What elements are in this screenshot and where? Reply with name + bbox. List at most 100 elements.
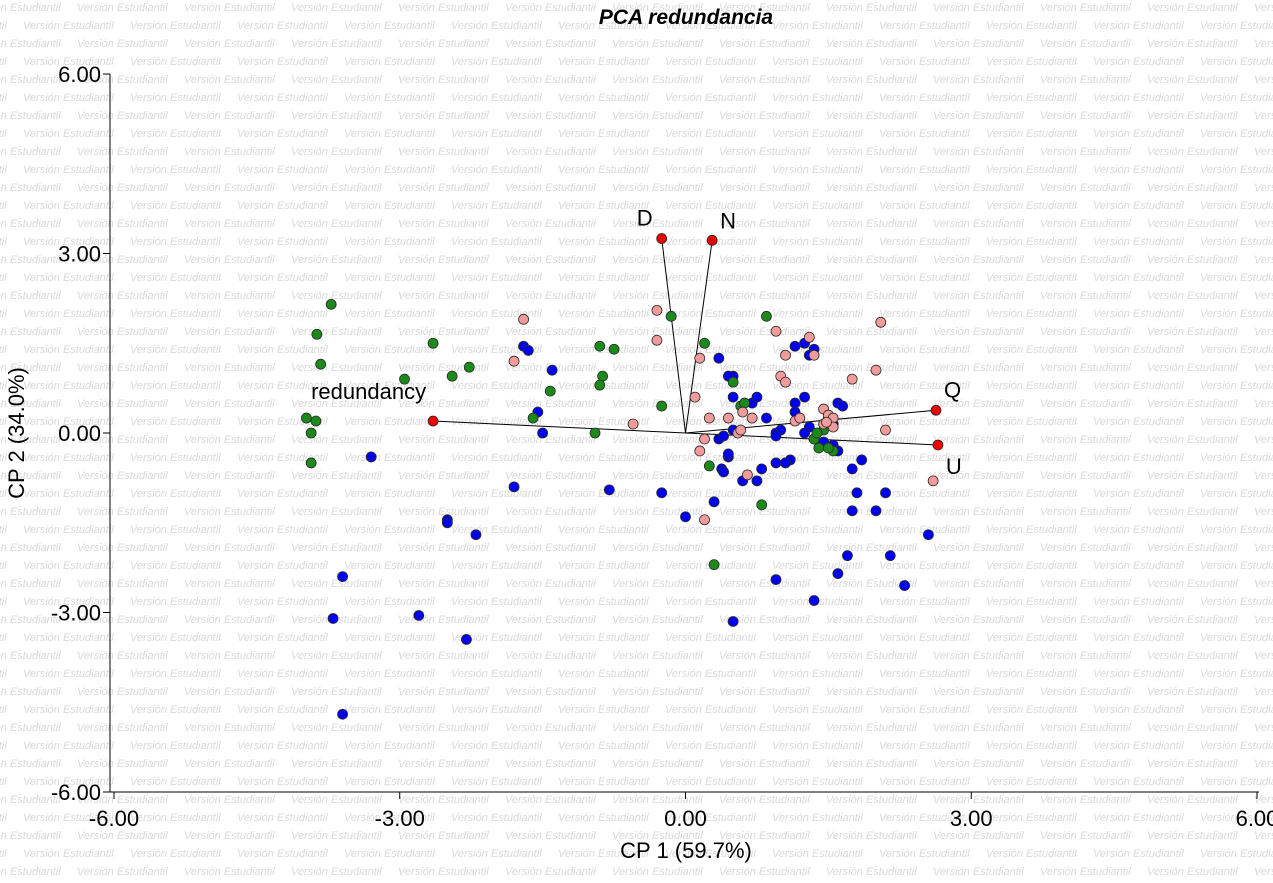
watermark-text: Versión Estudiantil	[291, 722, 382, 734]
watermark-text: Versión Estudiantil	[612, 290, 703, 302]
watermark-text: Versión Estudiantil	[344, 812, 435, 824]
watermark-text: Versión Estudiantil	[879, 668, 970, 680]
watermark-text: Versión Estudiantil	[184, 722, 275, 734]
watermark-text: Versión Estudiantil	[1147, 758, 1238, 770]
watermark-text: Versión Estudiantil	[344, 236, 435, 248]
watermark-text: Versión Estudiantil	[77, 686, 168, 698]
watermark-text: Versión Estudiantil	[1040, 74, 1131, 86]
watermark-text: Versión Estudiantil	[879, 236, 970, 248]
watermark-text: Versión Estudiantil	[986, 812, 1077, 824]
watermark-text: Versión Estudiantil	[451, 560, 542, 572]
watermark-text: Versión Estudiantil	[1254, 722, 1273, 734]
watermark-text: Versión Estudiantil	[879, 380, 970, 392]
point-pink	[699, 433, 710, 445]
y-axis-title: CP 2 (34.0%)	[4, 367, 29, 499]
watermark-text: Versión Estudiantil	[879, 560, 970, 572]
watermark-text: Versión Estudiantil	[23, 92, 114, 104]
watermark-text: Versión Estudiantil	[77, 398, 168, 410]
point-blue	[846, 463, 858, 475]
watermark-text: Versión Estudiantil	[23, 128, 114, 140]
watermark-text: Versión Estudiantil	[1200, 20, 1273, 32]
watermark-text: Versión Estudiantil	[398, 362, 489, 374]
watermark-text: Versión Estudiantil	[237, 164, 328, 176]
watermark-text: Versión Estudiantil	[558, 704, 649, 716]
watermark-text: Versión Estudiantil	[612, 614, 703, 626]
watermark-text: Versión Estudiantil	[772, 668, 863, 680]
watermark-text: Versión Estudiantil	[772, 164, 863, 176]
watermark-text: Versión Estudiantil	[0, 38, 61, 50]
watermark-text: Versión Estudiantil	[398, 830, 489, 842]
watermark-text: Versión Estudiantil	[184, 794, 275, 806]
watermark-text: Versión Estudiantil	[237, 128, 328, 140]
point-pink	[518, 313, 529, 325]
watermark-text: Versión Estudiantil	[1254, 542, 1273, 554]
watermark-text: Versión Estudiantil	[23, 452, 114, 464]
watermark-text: Versión Estudiantil	[184, 74, 275, 86]
watermark-text: Versión Estudiantil	[237, 20, 328, 32]
watermark-text: Versión Estudiantil	[558, 128, 649, 140]
watermark-text: Versión Estudiantil	[1147, 722, 1238, 734]
watermark-text: Versión Estudiantil	[719, 146, 810, 158]
watermark-text: Versión Estudiantil	[1200, 632, 1273, 644]
watermark-text: Versión Estudiantil	[23, 848, 114, 860]
watermark-text: Versión Estudiantil	[1093, 704, 1184, 716]
watermark-text: Versión Estudiantil	[612, 2, 703, 14]
point-pink	[627, 418, 639, 430]
watermark-text: Versión Estudiantil	[933, 722, 1024, 734]
watermark-text: Versión Estudiantil	[1040, 470, 1131, 482]
watermark-text: Versión Estudiantil	[933, 110, 1024, 122]
watermark-text: Versión Estudiantil	[184, 146, 275, 158]
point-blue	[718, 430, 729, 442]
chart-title: PCA redundancia	[599, 6, 774, 29]
watermark-text: Versión Estudiantil	[344, 56, 435, 68]
vector-line-N	[685, 240, 713, 434]
watermark-text: Versión Estudiantil	[826, 830, 917, 842]
watermark-text: Versión Estudiantil	[77, 614, 168, 626]
watermark-text: Versión Estudiantil	[1200, 704, 1273, 716]
watermark-text: Versión Estudiantil	[558, 740, 649, 752]
watermark-text: Versión Estudiantil	[1040, 182, 1131, 194]
watermark-text: Versión Estudiantil	[612, 182, 703, 194]
y-tick-label: 0.00	[58, 421, 101, 446]
x-tick-label: 6.00	[1236, 806, 1273, 831]
watermark-text: Versión Estudiantil	[398, 434, 489, 446]
watermark-text: Versión Estudiantil	[291, 74, 382, 86]
watermark-text: Versión Estudiantil	[1200, 776, 1273, 788]
watermark-text: Versión Estudiantil	[130, 92, 221, 104]
watermark-text: Versión Estudiantil	[291, 434, 382, 446]
watermark-text: Versión Estudiantil	[1093, 488, 1184, 500]
watermark-text: Versión Estudiantil	[398, 2, 489, 14]
watermark-text: Versión Estudiantil	[1254, 254, 1273, 266]
point-pink	[737, 406, 749, 418]
point-green	[399, 373, 410, 385]
watermark-text: Versión Estudiantil	[665, 20, 756, 32]
watermark-text: Versión Estudiantil	[1147, 398, 1238, 410]
watermark-text: Versión Estudiantil	[558, 200, 649, 212]
point-pink	[742, 469, 753, 481]
watermark-text: Versión Estudiantil	[451, 452, 542, 464]
watermark-text: Versión Estudiantil	[826, 686, 917, 698]
watermark-text: Versión Estudiantil	[772, 524, 863, 536]
watermark-text: Versión Estudiantil	[1200, 92, 1273, 104]
point-blue	[751, 391, 763, 403]
watermark-text: Versión Estudiantil	[0, 326, 61, 338]
vector-label-Q: Q	[944, 377, 961, 402]
watermark-text: Versión Estudiantil	[879, 92, 970, 104]
watermark-text: Versión Estudiantil	[986, 272, 1077, 284]
watermark-text: Versión Estudiantil	[879, 164, 970, 176]
watermark-text: Versión Estudiantil	[451, 632, 542, 644]
watermark-text: Versión Estudiantil	[719, 326, 810, 338]
watermark-text: Versión Estudiantil	[237, 668, 328, 680]
watermark-text: Versión Estudiantil	[933, 38, 1024, 50]
point-pink	[651, 334, 663, 346]
point-blue	[718, 466, 729, 478]
watermark-text: Versión Estudiantil	[237, 380, 328, 392]
watermark-text: Versión Estudiantil	[1147, 254, 1238, 266]
watermark-text: Versión Estudiantil	[612, 542, 703, 554]
watermark-text: Versión Estudiantil	[933, 218, 1024, 230]
watermark-text: Versión Estudiantil	[1147, 326, 1238, 338]
watermark-text: Versión Estudiantil	[665, 632, 756, 644]
watermark-text: Versión Estudiantil	[505, 686, 596, 698]
watermark-text: Versión Estudiantil	[0, 650, 61, 662]
